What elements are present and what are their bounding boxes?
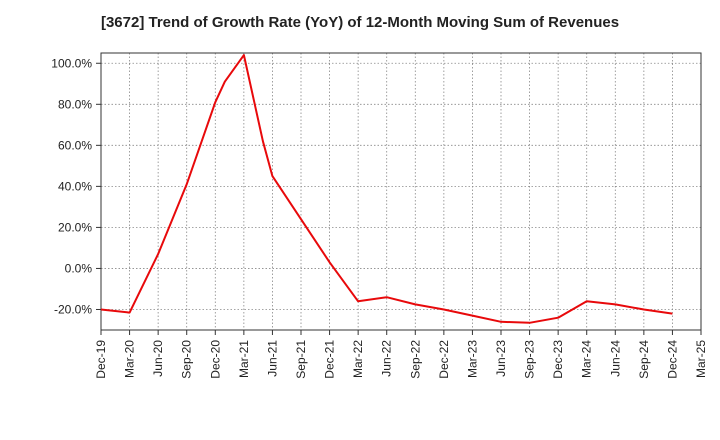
y-tick-label: 40.0% — [58, 179, 92, 193]
x-tick-label: Sep-23 — [523, 340, 537, 379]
x-tick-label: Dec-22 — [437, 340, 451, 379]
y-tick-label: 60.0% — [58, 138, 92, 152]
x-tick-label: Jun-21 — [265, 340, 279, 377]
y-tick-label: 80.0% — [58, 97, 92, 111]
x-tick-label: Mar-20 — [123, 340, 137, 378]
x-tick-label: Dec-19 — [94, 340, 108, 379]
x-tick-label: Sep-21 — [294, 340, 308, 379]
x-tick-label: Mar-24 — [580, 340, 594, 378]
growth-rate-line — [100, 54, 673, 324]
x-tick-label: Jun-20 — [151, 340, 165, 377]
y-tick-label: 100.0% — [51, 56, 92, 70]
plot-frame — [100, 52, 702, 331]
x-tick-label: Jun-22 — [380, 340, 394, 377]
x-tick-labels: Dec-19 Mar-20 Jun-20 Sep-20 Dec-20 Mar-21 Jun-… — [94, 340, 708, 379]
x-tick-label: Mar-23 — [465, 340, 479, 378]
y-tick-label: -20.0% — [54, 302, 92, 316]
x-tick-label: Sep-20 — [180, 340, 194, 379]
x-tick-label: Dec-20 — [208, 340, 222, 379]
x-tick-label: Mar-21 — [237, 340, 251, 378]
x-tick-label: Jun-24 — [608, 340, 622, 377]
y-tick-label: 0.0% — [65, 261, 93, 275]
series — [100, 54, 673, 324]
chart-title: [3672] Trend of Growth Rate (YoY) of 12-… — [100, 14, 620, 31]
x-tick-label: Dec-23 — [551, 340, 565, 379]
x-tick-label: Sep-24 — [637, 340, 651, 379]
x-tick-label: Mar-25 — [694, 340, 708, 378]
y-tick-labels: 100.0% 80.0% 60.0% 40.0% 20.0% 0.0% -20.0% — [51, 56, 92, 316]
x-tick-label: Jun-23 — [494, 340, 508, 377]
x-tick-label: Dec-24 — [665, 340, 679, 379]
axes — [96, 52, 702, 335]
x-tick-label: Dec-21 — [323, 340, 337, 379]
y-tick-label: 20.0% — [58, 220, 92, 234]
x-tick-label: Sep-22 — [408, 340, 422, 379]
x-tick-label: Mar-22 — [351, 340, 365, 378]
grid — [100, 53, 702, 330]
